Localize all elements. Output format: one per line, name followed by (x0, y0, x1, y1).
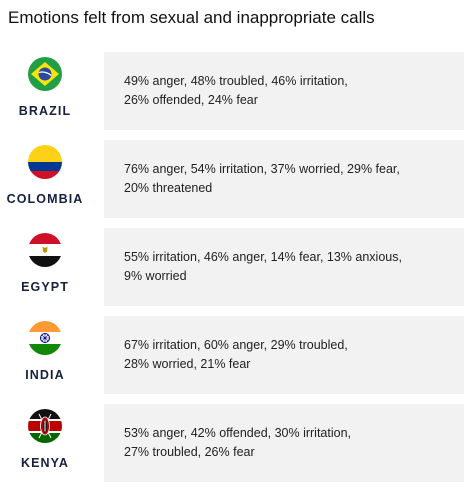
egypt-flag-icon (27, 232, 63, 268)
emotions-line: 26% offended, 24% fear (124, 93, 258, 107)
country-row-brazil: BRAZIL 49% anger, 48% troubled, 46% irri… (0, 52, 474, 130)
emotions-line: 67% irritation, 60% anger, 29% troubled, (124, 338, 348, 352)
emotions-text: 67% irritation, 60% anger, 29% troubled,… (124, 336, 454, 374)
country-row-colombia: COLOMBIA 76% anger, 54% irritation, 37% … (0, 140, 474, 218)
emotions-panel: 53% anger, 42% offended, 30% irritation,… (104, 404, 464, 482)
country-row-india: INDIA 67% irritation, 60% anger, 29% tro… (0, 316, 474, 394)
emotions-line: 9% worried (124, 269, 187, 283)
country-name: BRAZIL (18, 104, 72, 118)
emotions-line: 27% troubled, 26% fear (124, 445, 255, 459)
emotions-panel: 55% irritation, 46% anger, 14% fear, 13%… (104, 228, 464, 306)
country-row-egypt: EGYPT 55% irritation, 46% anger, 14% fea… (0, 228, 474, 306)
emotions-line: 76% anger, 54% irritation, 37% worried, … (124, 162, 400, 176)
country-name: EGYPT (21, 280, 69, 294)
country-cell: BRAZIL (0, 52, 92, 130)
colombia-flag-icon (27, 144, 63, 180)
emotions-panel: 49% anger, 48% troubled, 46% irritation,… (104, 52, 464, 130)
country-cell: EGYPT (0, 228, 92, 306)
country-cell: INDIA (0, 316, 92, 394)
country-name: COLOMBIA (6, 192, 84, 206)
emotions-text: 76% anger, 54% irritation, 37% worried, … (124, 160, 454, 198)
emotions-line: 20% threatened (124, 181, 213, 195)
emotions-text: 49% anger, 48% troubled, 46% irritation,… (124, 72, 454, 110)
kenya-flag-icon (27, 408, 63, 444)
india-flag-icon (27, 320, 63, 356)
emotions-line: 55% irritation, 46% anger, 14% fear, 13%… (124, 250, 402, 264)
emotions-panel: 76% anger, 54% irritation, 37% worried, … (104, 140, 464, 218)
country-name: INDIA (25, 368, 65, 382)
emotions-text: 55% irritation, 46% anger, 14% fear, 13%… (124, 248, 454, 286)
emotions-line: 28% worried, 21% fear (124, 357, 251, 371)
country-row-kenya: KENYA 53% anger, 42% offended, 30% irrit… (0, 404, 474, 482)
emotions-line: 49% anger, 48% troubled, 46% irritation, (124, 74, 348, 88)
emotions-panel: 67% irritation, 60% anger, 29% troubled,… (104, 316, 464, 394)
emotions-text: 53% anger, 42% offended, 30% irritation,… (124, 424, 454, 462)
country-cell: COLOMBIA (0, 140, 92, 218)
brazil-flag-icon (27, 56, 63, 92)
page-title: Emotions felt from sexual and inappropri… (8, 8, 375, 27)
emotions-line: 53% anger, 42% offended, 30% irritation, (124, 426, 352, 440)
country-name: KENYA (20, 456, 70, 470)
country-cell: KENYA (0, 404, 92, 482)
